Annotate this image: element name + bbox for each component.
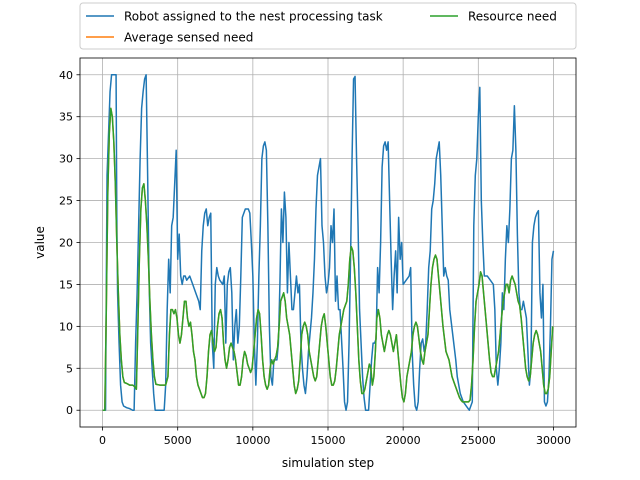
y-tick-label: 10 [59, 320, 73, 333]
y-tick-label: 25 [59, 195, 73, 208]
series-line-robot-assigned [102, 74, 555, 411]
x-tick-label: 15000 [311, 434, 346, 447]
series-line-resource-need [102, 107, 554, 411]
x-tick-label: 5000 [164, 434, 192, 447]
series-lines [102, 74, 555, 411]
x-axis-ticks: 0 5000 10000 15000 20000 25000 30000 [99, 427, 571, 447]
legend: Robot assigned to the nest processing ta… [79, 2, 577, 50]
x-axis-label: simulation step [282, 456, 374, 470]
legend-label-resource-need: Resource need [468, 10, 557, 24]
x-tick-label: 0 [99, 434, 106, 447]
y-tick-label: 15 [59, 278, 73, 291]
legend-label-robot: Robot assigned to the nest processing ta… [124, 10, 383, 24]
y-tick-label: 20 [59, 237, 73, 250]
y-axis-ticks: 0 5 10 15 20 25 30 35 40 [59, 69, 80, 417]
y-tick-label: 30 [59, 153, 73, 166]
y-tick-label: 5 [66, 362, 73, 375]
x-tick-label: 25000 [461, 434, 496, 447]
y-tick-label: 40 [59, 69, 73, 82]
y-tick-label: 0 [66, 404, 73, 417]
y-tick-label: 35 [59, 111, 73, 124]
y-axis-label: value [33, 226, 47, 259]
x-tick-label: 10000 [235, 434, 270, 447]
x-tick-label: 30000 [536, 434, 571, 447]
legend-label-average-sensed-need: Average sensed need [124, 31, 253, 45]
x-tick-label: 20000 [386, 434, 421, 447]
legend-frame [79, 2, 577, 50]
